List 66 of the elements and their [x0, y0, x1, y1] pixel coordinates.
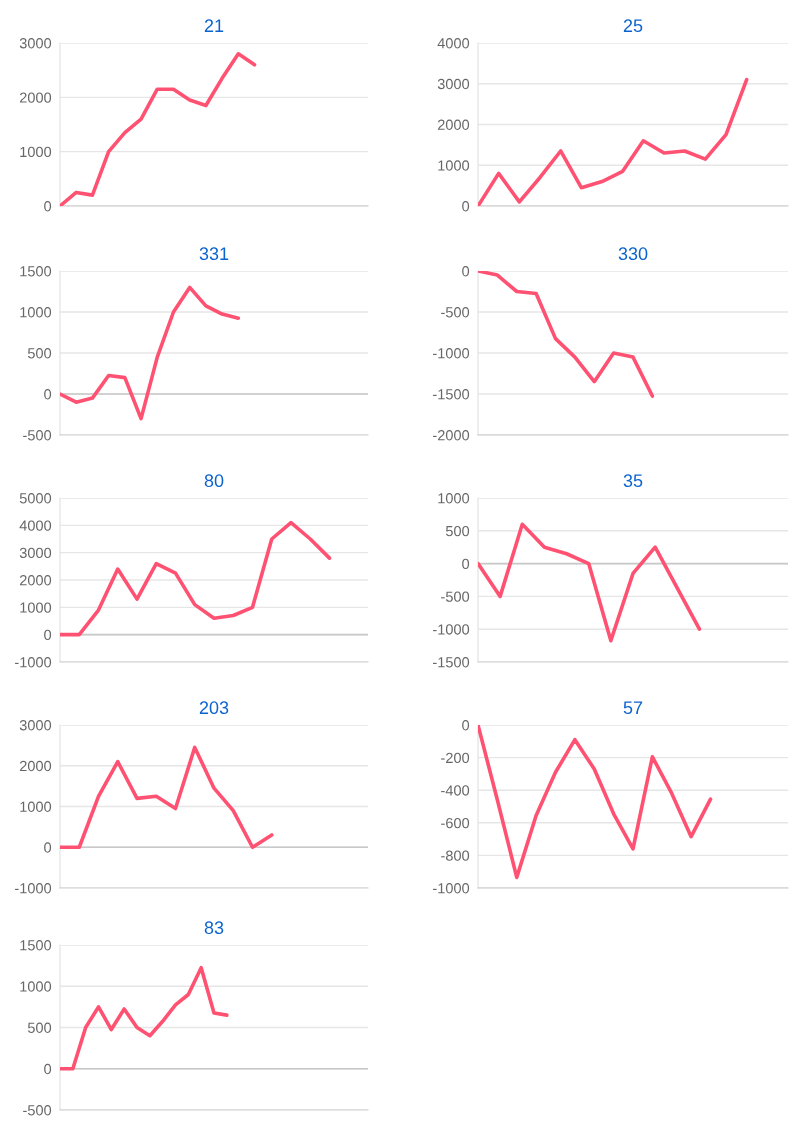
y-tick-label: 1500 [20, 266, 52, 277]
chart-title: 80 [204, 474, 224, 488]
line-series [478, 271, 655, 398]
y-tick-label: 1000 [20, 146, 52, 158]
chart-title: 83 [204, 921, 224, 935]
y-tick-label: 0 [44, 842, 52, 853]
y-tick-label: -500 [441, 591, 470, 602]
y-tick-label: 1000 [20, 307, 52, 318]
line-series [60, 965, 229, 1071]
y-tick-label: 1000 [20, 602, 52, 613]
y-tick-label: 0 [44, 1063, 52, 1075]
chart-title: 57 [623, 701, 643, 715]
y-tick-label: -500 [23, 430, 52, 441]
y-tick-label: -1500 [433, 389, 470, 400]
y-tick-label: 3000 [437, 78, 470, 90]
line-series [478, 522, 702, 643]
y-tick-label: 4000 [437, 38, 470, 49]
chart-title: 331 [199, 247, 229, 261]
line-series [478, 77, 749, 206]
y-tick-label: -1500 [433, 657, 470, 668]
y-tick-label: 2000 [19, 760, 52, 772]
chart-title: 21 [204, 19, 224, 32]
y-tick-label: 3000 [19, 38, 52, 49]
y-tick-label: -200 [441, 752, 470, 764]
y-tick-label: 0 [44, 629, 52, 641]
y-tick-label: -500 [441, 307, 470, 318]
y-tick-label: 500 [445, 525, 470, 537]
y-tick-label: 2000 [19, 92, 52, 103]
y-tick-label: 2000 [19, 575, 52, 586]
chart-title: 25 [623, 19, 643, 33]
y-tick-label: 500 [27, 348, 52, 359]
y-tick-label: -1000 [433, 883, 470, 894]
y-tick-label: -1000 [15, 657, 52, 668]
y-tick-label: 0 [462, 720, 470, 731]
chart-title: 330 [618, 247, 648, 261]
y-tick-label: -600 [441, 817, 470, 829]
y-tick-label: 1000 [20, 801, 52, 812]
y-tick-label: 3000 [19, 720, 52, 731]
y-tick-label: 1000 [438, 493, 470, 504]
y-tick-label: 5000 [19, 493, 52, 504]
y-tick-label: -800 [441, 850, 470, 861]
y-tick-label: -1000 [433, 348, 470, 359]
line-series [60, 285, 241, 421]
y-tick-label: -2000 [433, 430, 470, 441]
y-tick-label: 1500 [20, 940, 52, 951]
y-tick-label: 0 [44, 201, 52, 212]
y-tick-label: 1000 [438, 160, 470, 171]
y-tick-label: 0 [462, 201, 470, 212]
y-tick-label: -1000 [433, 624, 470, 635]
y-tick-label: -1000 [15, 883, 52, 894]
line-series [60, 745, 274, 850]
y-tick-label: 1000 [20, 981, 52, 992]
y-tick-label: 2000 [437, 119, 470, 130]
y-tick-label: 0 [462, 266, 470, 277]
line-series [60, 52, 257, 206]
chart-title: 35 [623, 474, 643, 488]
y-tick-label: 4000 [19, 520, 52, 531]
line-series [478, 725, 713, 880]
y-tick-label: 500 [27, 1022, 52, 1033]
y-tick-label: -500 [23, 1105, 52, 1116]
chart-title: 203 [199, 701, 229, 715]
line-series [60, 520, 332, 637]
y-tick-label: 3000 [19, 547, 52, 559]
y-tick-label: -400 [441, 785, 470, 796]
y-tick-label: 0 [44, 389, 52, 400]
y-tick-label: 0 [462, 558, 470, 570]
